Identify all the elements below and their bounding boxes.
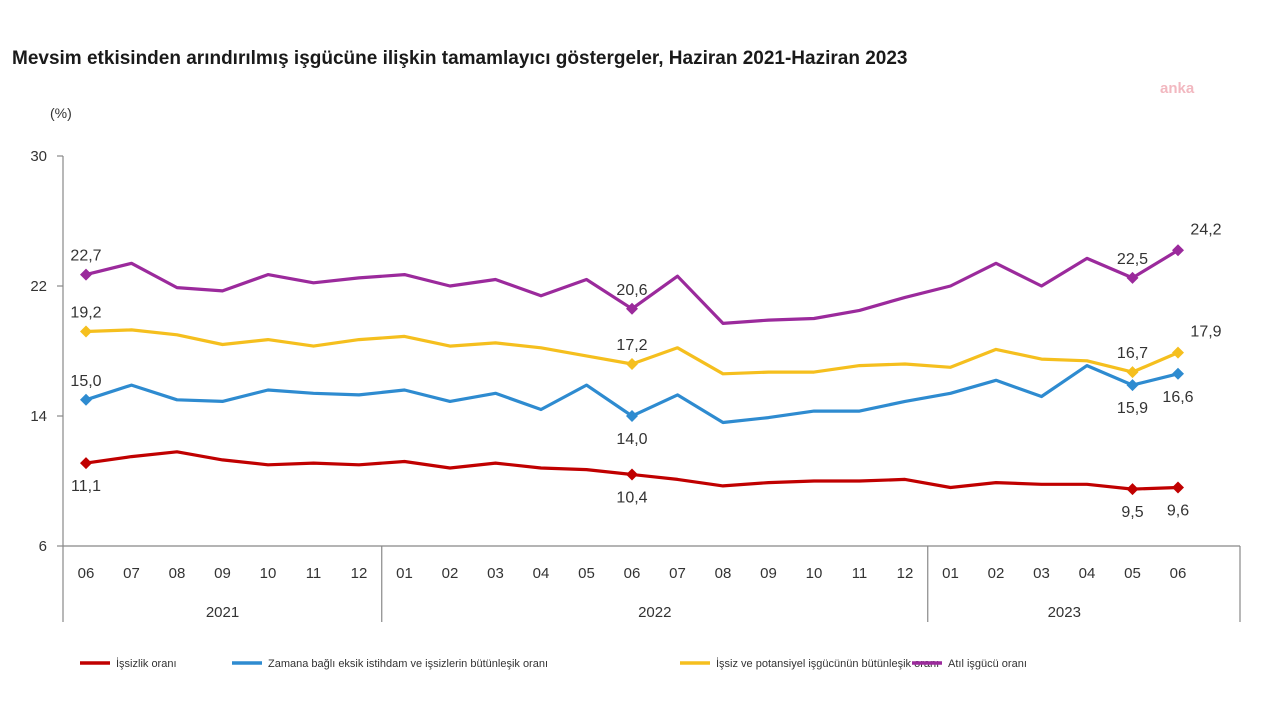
data-point-marker <box>1126 366 1139 379</box>
data-label: 22,7 <box>70 248 101 265</box>
data-label: 15,0 <box>70 373 101 390</box>
chart-axes: 6 14 22 30 06 07 08 09 10 11 12 01 02 03 04 05 06 07 08 09 1… <box>30 148 1241 622</box>
data-point-marker <box>80 268 92 281</box>
y-tick-label: 22 <box>30 278 47 295</box>
data-point-marker <box>1126 379 1139 392</box>
data-point-marker <box>1172 244 1184 257</box>
data-label: 9,6 <box>1167 503 1189 520</box>
legend-label: Atıl işgücü oranı <box>948 658 1027 670</box>
data-point-marker <box>1172 481 1184 494</box>
chart-title: Mevsim etkisinden arındırılmış işgücüne … <box>12 48 908 69</box>
data-label: 17,2 <box>616 337 647 354</box>
y-tick-label: 30 <box>30 148 47 165</box>
legend-label: İşsiz ve potansiyel işgücünün bütünleşik… <box>716 657 939 670</box>
x-tick-label: 06 <box>1170 565 1187 582</box>
x-tick-label: 08 <box>169 565 186 582</box>
data-point-marker <box>626 410 638 422</box>
year-label: 2022 <box>638 604 671 621</box>
x-tick-label: 02 <box>442 565 459 582</box>
year-label: 2023 <box>1048 604 1081 621</box>
x-tick-label: 06 <box>78 565 95 582</box>
x-tick-label: 07 <box>123 565 140 582</box>
x-tick-label: 02 <box>988 565 1005 582</box>
chart-legend: İşsizlik oranı Zamana bağlı eksik istihda… <box>80 657 1027 670</box>
data-point-marker <box>1172 346 1184 359</box>
x-tick-label: 05 <box>578 565 595 582</box>
x-tick-label: 01 <box>396 565 413 582</box>
watermark-logo: anka <box>1160 80 1195 97</box>
x-tick-label: 04 <box>533 565 550 582</box>
legend-label: Zamana bağlı eksik istihdam ve işsizleri… <box>268 658 548 670</box>
data-label: 19,2 <box>70 305 101 322</box>
data-point-marker <box>626 302 638 315</box>
x-tick-label: 10 <box>260 565 277 582</box>
data-label: 10,4 <box>616 490 647 507</box>
data-point-marker <box>80 325 92 338</box>
y-tick-label: 6 <box>39 538 47 555</box>
x-tick-label: 06 <box>624 565 641 582</box>
x-tick-label: 07 <box>669 565 686 582</box>
x-tick-label: 11 <box>306 565 322 582</box>
x-tick-label: 08 <box>715 565 732 582</box>
chart-series: 11,1 10,4 9,5 9,6 15,0 14,0 15,9 16,6 19,2 17,2 16… <box>70 221 1221 521</box>
data-label: 24,2 <box>1190 221 1221 238</box>
legend-label: İşsizlik oranı <box>116 657 177 670</box>
data-label: 9,5 <box>1121 504 1143 521</box>
data-point-marker <box>626 468 638 481</box>
x-tick-label: 03 <box>1033 565 1050 582</box>
year-label: 2021 <box>206 604 239 621</box>
x-tick-label: 01 <box>942 565 959 582</box>
data-label: 14,0 <box>616 431 647 448</box>
data-label: 16,7 <box>1117 345 1148 362</box>
data-label: 11,1 <box>71 478 101 495</box>
data-label: 15,9 <box>1117 400 1148 417</box>
x-tick-label: 10 <box>806 565 823 582</box>
x-tick-label: 09 <box>760 565 777 582</box>
data-label: 16,6 <box>1162 389 1193 406</box>
x-tick-label: 05 <box>1124 565 1141 582</box>
x-tick-label: 12 <box>351 565 368 582</box>
data-point-marker <box>626 358 638 370</box>
data-point-marker <box>80 393 92 406</box>
data-label: 20,6 <box>616 282 647 299</box>
x-tick-label: 03 <box>487 565 504 582</box>
data-point-marker <box>1126 483 1139 496</box>
x-tick-label: 11 <box>852 565 868 582</box>
x-tick-label: 04 <box>1079 565 1096 582</box>
data-label: 22,5 <box>1117 251 1148 268</box>
x-tick-label: 12 <box>897 565 914 582</box>
x-tick-label: 09 <box>214 565 231 582</box>
data-label: 17,9 <box>1190 324 1221 341</box>
y-tick-label: 14 <box>30 408 47 425</box>
data-point-marker <box>80 457 92 470</box>
y-axis-unit: (%) <box>50 105 72 121</box>
data-point-marker <box>1172 367 1184 380</box>
data-point-marker <box>1126 271 1139 284</box>
